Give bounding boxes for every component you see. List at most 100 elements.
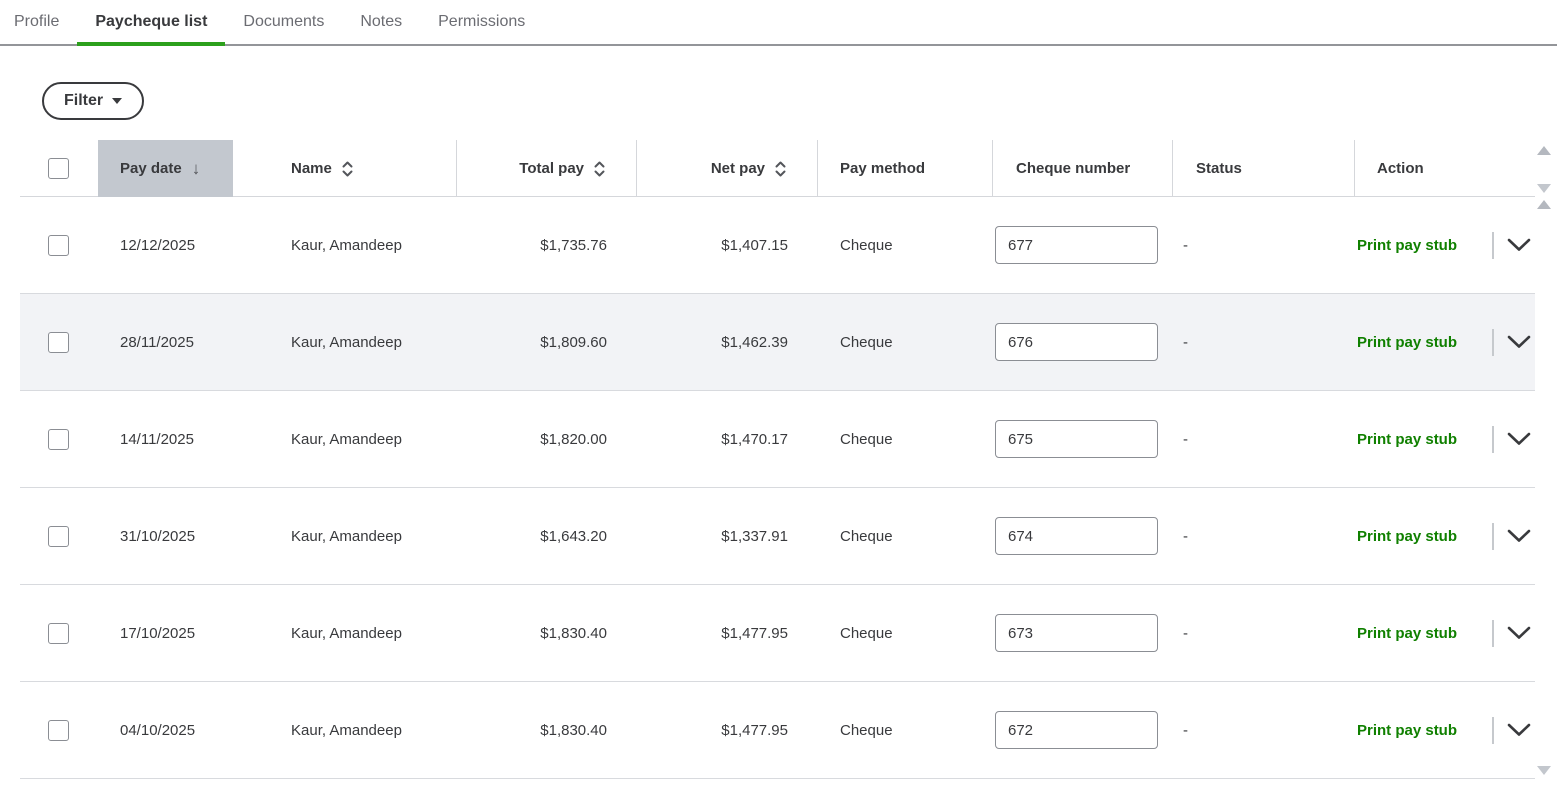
column-header-label: Net pay bbox=[711, 160, 765, 177]
print-pay-stub-link[interactable]: Print pay stub bbox=[1357, 722, 1457, 739]
table-header-row: Pay date ↓ Name Total pay Net pay bbox=[20, 140, 1535, 197]
pay-method-cell: Cheque bbox=[818, 431, 993, 448]
print-pay-stub-link[interactable]: Print pay stub bbox=[1357, 334, 1457, 351]
column-header-name[interactable]: Name bbox=[233, 140, 457, 197]
column-header-action: Action bbox=[1355, 140, 1535, 197]
row-checkbox[interactable] bbox=[48, 332, 69, 353]
pay-date-cell: 28/11/2025 bbox=[98, 334, 233, 351]
pay-date-value: 31/10/2025 bbox=[120, 528, 195, 545]
status-value: - bbox=[1183, 722, 1188, 739]
cheque-number-cell bbox=[993, 711, 1173, 749]
cheque-number-input[interactable] bbox=[995, 614, 1158, 652]
table-row: 28/11/2025 Kaur, Amandeep $1,809.60 $1,4… bbox=[20, 294, 1535, 391]
chevron-down-icon[interactable] bbox=[1507, 529, 1531, 543]
column-header-status: Status bbox=[1173, 140, 1355, 197]
sort-both-icon bbox=[593, 160, 606, 178]
chevron-down-icon[interactable] bbox=[1507, 238, 1531, 252]
row-checkbox[interactable] bbox=[48, 720, 69, 741]
sort-descending-icon: ↓ bbox=[192, 159, 201, 179]
cheque-number-input[interactable] bbox=[995, 323, 1158, 361]
name-cell: Kaur, Amandeep bbox=[233, 722, 457, 739]
action-cell: Print pay stub bbox=[1355, 426, 1535, 453]
chevron-down-icon[interactable] bbox=[1507, 335, 1531, 349]
column-header-label: Action bbox=[1377, 160, 1424, 177]
net-pay-cell: $1,337.91 bbox=[637, 528, 818, 545]
column-header-pay-method: Pay method bbox=[818, 140, 993, 197]
action-divider bbox=[1492, 523, 1494, 550]
pay-date-cell: 14/11/2025 bbox=[98, 431, 233, 448]
tab-permissions[interactable]: Permissions bbox=[420, 0, 543, 44]
tab-notes[interactable]: Notes bbox=[342, 0, 420, 44]
chevron-down-icon[interactable] bbox=[1507, 626, 1531, 640]
scroll-down-icon[interactable] bbox=[1537, 766, 1551, 775]
status-value: - bbox=[1183, 334, 1188, 351]
filter-button[interactable]: Filter bbox=[42, 82, 144, 120]
scroll-up-icon[interactable] bbox=[1537, 146, 1551, 155]
row-checkbox-cell bbox=[20, 332, 98, 353]
status-cell: - bbox=[1173, 237, 1355, 254]
table-row: 04/10/2025 Kaur, Amandeep $1,830.40 $1,4… bbox=[20, 682, 1535, 779]
status-cell: - bbox=[1173, 722, 1355, 739]
caret-down-icon bbox=[112, 98, 122, 104]
tab-bar: Profile Paycheque list Documents Notes P… bbox=[0, 0, 1557, 46]
pay-date-cell: 17/10/2025 bbox=[98, 625, 233, 642]
net-pay-value: $1,462.39 bbox=[721, 334, 788, 351]
column-header-total-pay[interactable]: Total pay bbox=[457, 140, 637, 197]
name-value: Kaur, Amandeep bbox=[291, 625, 402, 642]
print-pay-stub-link[interactable]: Print pay stub bbox=[1357, 237, 1457, 254]
action-cell: Print pay stub bbox=[1355, 717, 1535, 744]
pay-method-cell: Cheque bbox=[818, 625, 993, 642]
total-pay-value: $1,643.20 bbox=[540, 528, 607, 545]
net-pay-cell: $1,462.39 bbox=[637, 334, 818, 351]
table-row: 31/10/2025 Kaur, Amandeep $1,643.20 $1,3… bbox=[20, 488, 1535, 585]
column-header-net-pay[interactable]: Net pay bbox=[637, 140, 818, 197]
tab-documents[interactable]: Documents bbox=[225, 0, 342, 44]
cheque-number-input[interactable] bbox=[995, 711, 1158, 749]
table-row: 17/10/2025 Kaur, Amandeep $1,830.40 $1,4… bbox=[20, 585, 1535, 682]
chevron-down-icon[interactable] bbox=[1507, 432, 1531, 446]
cheque-number-input[interactable] bbox=[995, 226, 1158, 264]
status-value: - bbox=[1183, 431, 1188, 448]
name-cell: Kaur, Amandeep bbox=[233, 237, 457, 254]
print-pay-stub-link[interactable]: Print pay stub bbox=[1357, 625, 1457, 642]
paycheque-table: Pay date ↓ Name Total pay Net pay bbox=[20, 140, 1535, 779]
row-checkbox[interactable] bbox=[48, 526, 69, 547]
row-checkbox[interactable] bbox=[48, 623, 69, 644]
action-divider bbox=[1492, 232, 1494, 259]
name-value: Kaur, Amandeep bbox=[291, 431, 402, 448]
row-checkbox[interactable] bbox=[48, 235, 69, 256]
cheque-number-cell bbox=[993, 614, 1173, 652]
action-cell: Print pay stub bbox=[1355, 329, 1535, 356]
action-divider bbox=[1492, 717, 1494, 744]
tab-profile[interactable]: Profile bbox=[0, 0, 77, 44]
header-checkbox-cell bbox=[20, 140, 98, 197]
row-checkbox[interactable] bbox=[48, 429, 69, 450]
action-divider bbox=[1492, 620, 1494, 647]
chevron-down-icon[interactable] bbox=[1507, 723, 1531, 737]
cheque-number-input[interactable] bbox=[995, 517, 1158, 555]
employee-paycheques-page: Profile Paycheque list Documents Notes P… bbox=[0, 0, 1557, 796]
pay-date-value: 12/12/2025 bbox=[120, 237, 195, 254]
print-pay-stub-link[interactable]: Print pay stub bbox=[1357, 528, 1457, 545]
name-cell: Kaur, Amandeep bbox=[233, 528, 457, 545]
net-pay-cell: $1,470.17 bbox=[637, 431, 818, 448]
total-pay-value: $1,735.76 bbox=[540, 237, 607, 254]
status-cell: - bbox=[1173, 528, 1355, 545]
status-cell: - bbox=[1173, 431, 1355, 448]
print-pay-stub-link[interactable]: Print pay stub bbox=[1357, 431, 1457, 448]
column-header-label: Cheque number bbox=[1016, 160, 1130, 177]
name-value: Kaur, Amandeep bbox=[291, 528, 402, 545]
table-row: 14/11/2025 Kaur, Amandeep $1,820.00 $1,4… bbox=[20, 391, 1535, 488]
action-divider bbox=[1492, 426, 1494, 453]
status-cell: - bbox=[1173, 625, 1355, 642]
cheque-number-input[interactable] bbox=[995, 420, 1158, 458]
pay-method-value: Cheque bbox=[840, 237, 893, 254]
scroll-down-icon[interactable] bbox=[1537, 184, 1551, 193]
pay-method-cell: Cheque bbox=[818, 334, 993, 351]
column-header-pay-date[interactable]: Pay date ↓ bbox=[98, 140, 233, 197]
pay-method-value: Cheque bbox=[840, 625, 893, 642]
scroll-up-icon[interactable] bbox=[1537, 200, 1551, 209]
tab-paycheque-list[interactable]: Paycheque list bbox=[77, 0, 225, 44]
total-pay-value: $1,820.00 bbox=[540, 431, 607, 448]
select-all-checkbox[interactable] bbox=[48, 158, 69, 179]
